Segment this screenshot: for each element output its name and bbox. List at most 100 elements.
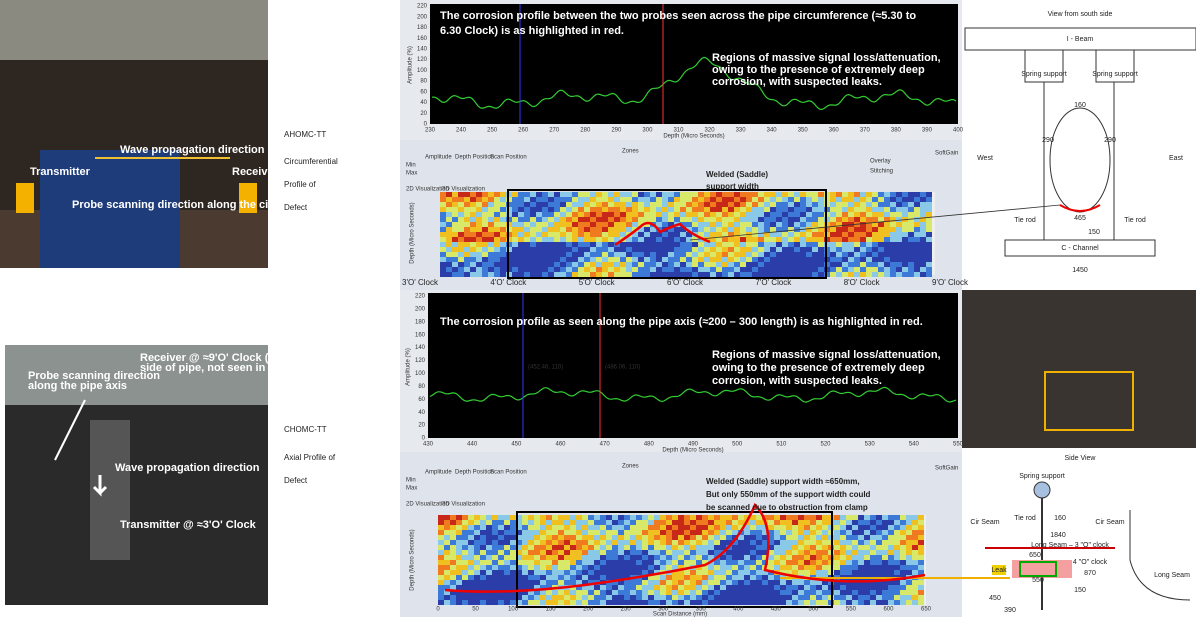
heat-cell bbox=[516, 570, 522, 575]
heat-cell bbox=[660, 580, 666, 585]
heat-cell bbox=[536, 242, 542, 247]
heat-cell bbox=[602, 252, 608, 257]
heat-cell bbox=[810, 565, 816, 570]
heat-cell bbox=[800, 232, 806, 237]
label: Max bbox=[406, 171, 417, 177]
heat-cell bbox=[708, 555, 714, 560]
heat-cell bbox=[572, 267, 578, 272]
heat-cell bbox=[764, 217, 770, 222]
heat-cell bbox=[504, 575, 510, 580]
heat-cell bbox=[686, 252, 692, 257]
heat-cell bbox=[618, 545, 624, 550]
x-tick-label: 440 bbox=[467, 442, 478, 448]
annotation: The corrosion profile between the two pr… bbox=[440, 10, 916, 22]
heat-cell bbox=[486, 600, 492, 605]
y-tick-label: 80 bbox=[418, 384, 425, 390]
heat-cell bbox=[914, 232, 920, 237]
heat-cell bbox=[606, 570, 612, 575]
heat-cell bbox=[816, 590, 822, 595]
worker bbox=[40, 150, 180, 268]
heat-cell bbox=[644, 222, 650, 227]
heat-cell bbox=[722, 267, 728, 272]
heat-cell bbox=[618, 520, 624, 525]
heat-cell bbox=[690, 540, 696, 545]
heat-cell bbox=[768, 530, 774, 535]
heat-cell bbox=[788, 222, 794, 227]
heat-cell bbox=[636, 515, 642, 520]
diagram-label: 1450 bbox=[1072, 267, 1088, 274]
heat-cell bbox=[674, 227, 680, 232]
heat-cell bbox=[902, 267, 908, 272]
heat-cell bbox=[450, 585, 456, 590]
heat-cell bbox=[714, 525, 720, 530]
y-tick-label: 180 bbox=[415, 319, 426, 325]
heat-cell bbox=[606, 590, 612, 595]
heat-cell bbox=[752, 192, 758, 197]
heat-cell bbox=[842, 192, 848, 197]
heat-cell bbox=[594, 515, 600, 520]
heat-cell bbox=[882, 560, 888, 565]
heat-cell bbox=[620, 217, 626, 222]
heat-cell bbox=[512, 227, 518, 232]
heat-cell bbox=[546, 580, 552, 585]
label: Wave propagation direction bbox=[120, 144, 265, 156]
heat-cell bbox=[564, 545, 570, 550]
heat-cell bbox=[620, 232, 626, 237]
heat-cell bbox=[626, 197, 632, 202]
heat-cell bbox=[444, 590, 450, 595]
heat-cell bbox=[480, 595, 486, 600]
heat-cell bbox=[876, 595, 882, 600]
heat-cell bbox=[846, 560, 852, 565]
heat-cell bbox=[788, 237, 794, 242]
heat-cell bbox=[786, 590, 792, 595]
probe-arrow bbox=[54, 399, 86, 461]
heat-cell bbox=[918, 600, 924, 605]
heat-cell bbox=[876, 565, 882, 570]
heat-cell bbox=[450, 515, 456, 520]
heat-cell bbox=[522, 525, 528, 530]
heat-cell bbox=[786, 530, 792, 535]
heat-cell bbox=[806, 242, 812, 247]
heat-cell bbox=[482, 262, 488, 267]
heat-cell bbox=[540, 600, 546, 605]
heat-cell bbox=[456, 535, 462, 540]
heat-cell bbox=[666, 530, 672, 535]
heat-cell bbox=[668, 202, 674, 207]
heat-cell bbox=[866, 237, 872, 242]
x-tick-label: 520 bbox=[820, 442, 831, 448]
heat-cell bbox=[600, 595, 606, 600]
heat-cell bbox=[704, 217, 710, 222]
heat-cell bbox=[600, 555, 606, 560]
heat-cell bbox=[758, 227, 764, 232]
heat-cell bbox=[870, 600, 876, 605]
annotation: Welded (Saddle) support width ≈650mm, bbox=[706, 477, 860, 486]
spring-right bbox=[1095, 49, 1135, 83]
diagram-label: View from south side bbox=[1048, 11, 1113, 18]
heat-cell bbox=[848, 252, 854, 257]
heat-cell bbox=[738, 585, 744, 590]
heat-cell bbox=[804, 555, 810, 560]
heat-cell bbox=[674, 267, 680, 272]
heat-cell bbox=[452, 252, 458, 257]
heat-cell bbox=[860, 242, 866, 247]
heat-cell bbox=[536, 272, 542, 277]
heat-cell bbox=[512, 222, 518, 227]
heat-cell bbox=[488, 272, 494, 277]
heat-cell bbox=[642, 570, 648, 575]
heat-cell bbox=[464, 262, 470, 267]
heat-cell bbox=[704, 272, 710, 277]
heat-cell bbox=[764, 252, 770, 257]
heat-cell bbox=[926, 222, 932, 227]
heat-cell bbox=[726, 570, 732, 575]
heat-cell bbox=[596, 237, 602, 242]
heat-cell bbox=[648, 535, 654, 540]
heat-cell bbox=[534, 525, 540, 530]
heat-cell bbox=[690, 570, 696, 575]
heat-cell bbox=[734, 212, 740, 217]
heat-cell bbox=[462, 570, 468, 575]
heat-cell bbox=[926, 197, 932, 202]
heat-cell bbox=[564, 515, 570, 520]
heat-cell bbox=[716, 222, 722, 227]
heat-cell bbox=[438, 520, 444, 525]
heat-cell bbox=[614, 202, 620, 207]
